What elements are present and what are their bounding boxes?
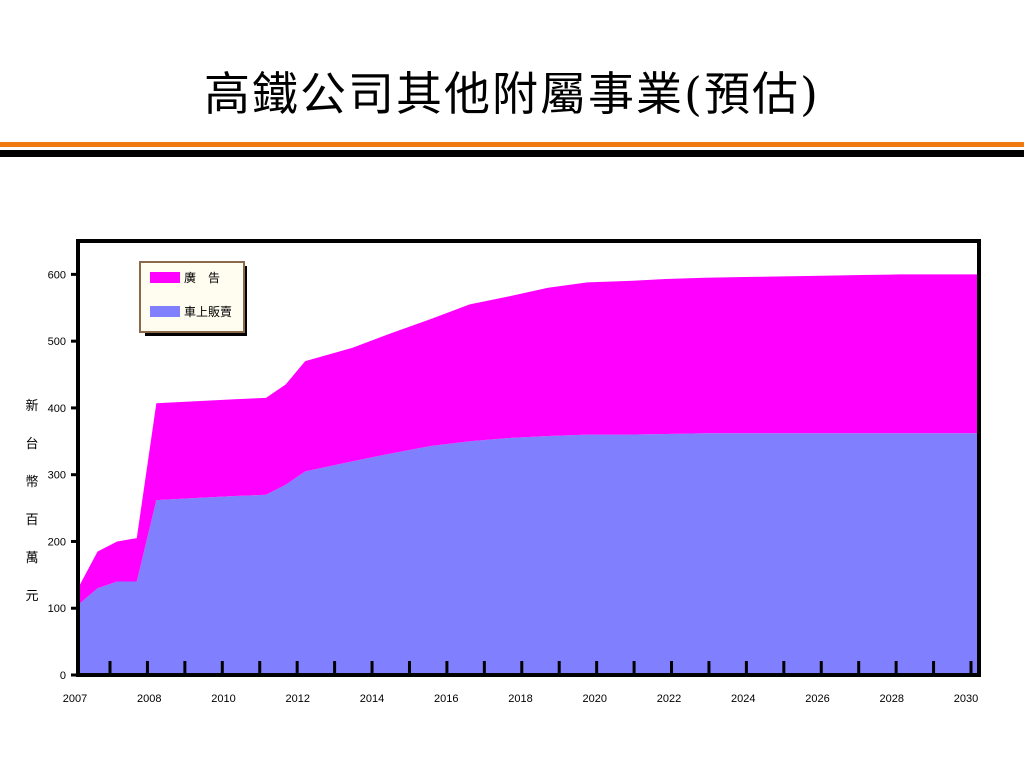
x-tick-label: 2022 (657, 693, 681, 705)
plot-frame (76, 239, 981, 677)
x-tick-label: 2010 (211, 693, 235, 705)
y-axis-label-char: 台 (25, 437, 38, 452)
y-tick-label: 0 (60, 670, 66, 682)
x-tick-label: 2018 (508, 693, 532, 705)
x-tick-label: 2008 (137, 693, 161, 705)
x-tick-label: 2030 (954, 693, 978, 705)
legend-swatch (150, 272, 180, 283)
series-area-advertising (78, 274, 979, 605)
y-axis-label-char: 幣 (25, 475, 38, 490)
x-tick-label: 2012 (286, 693, 310, 705)
y-tick-label: 500 (48, 336, 66, 348)
y-tick-label: 400 (48, 403, 66, 415)
y-tick-label: 100 (48, 603, 66, 615)
x-tick-label: 2026 (805, 693, 829, 705)
x-tick-label: 2020 (583, 693, 607, 705)
x-tick-label: 2024 (731, 693, 755, 705)
y-tick-label: 300 (48, 470, 66, 482)
series-layer (78, 274, 979, 675)
legend-label: 廣 告 (184, 271, 220, 285)
title-rule-orange (0, 142, 1024, 147)
y-axis-label-char: 元 (25, 589, 38, 604)
series-area-onboard-sales (78, 433, 979, 675)
legend-swatch (150, 306, 180, 317)
title-rule-black (0, 150, 1024, 157)
x-tick-label: 2028 (880, 693, 904, 705)
y-axis-label-char: 萬 (25, 551, 38, 566)
y-axis-label-char: 百 (25, 513, 38, 528)
x-tick-label: 2016 (434, 693, 458, 705)
x-tick-label: 2014 (360, 693, 384, 705)
slide-title: 高鐵公司其他附屬事業(預估) (204, 67, 820, 121)
x-axis: 2007 2008 2010 2012 2014 2016 2018 2020 2022 2024… (63, 661, 978, 705)
y-axis: 0 100 200 300 400 500 600 (48, 269, 78, 682)
legend-label: 車上販賣 (184, 304, 232, 319)
y-axis-label-char: 新 (25, 398, 38, 414)
y-tick-label: 600 (48, 269, 66, 281)
y-tick-label: 200 (48, 536, 66, 548)
x-tick-label: 2007 (63, 693, 87, 705)
